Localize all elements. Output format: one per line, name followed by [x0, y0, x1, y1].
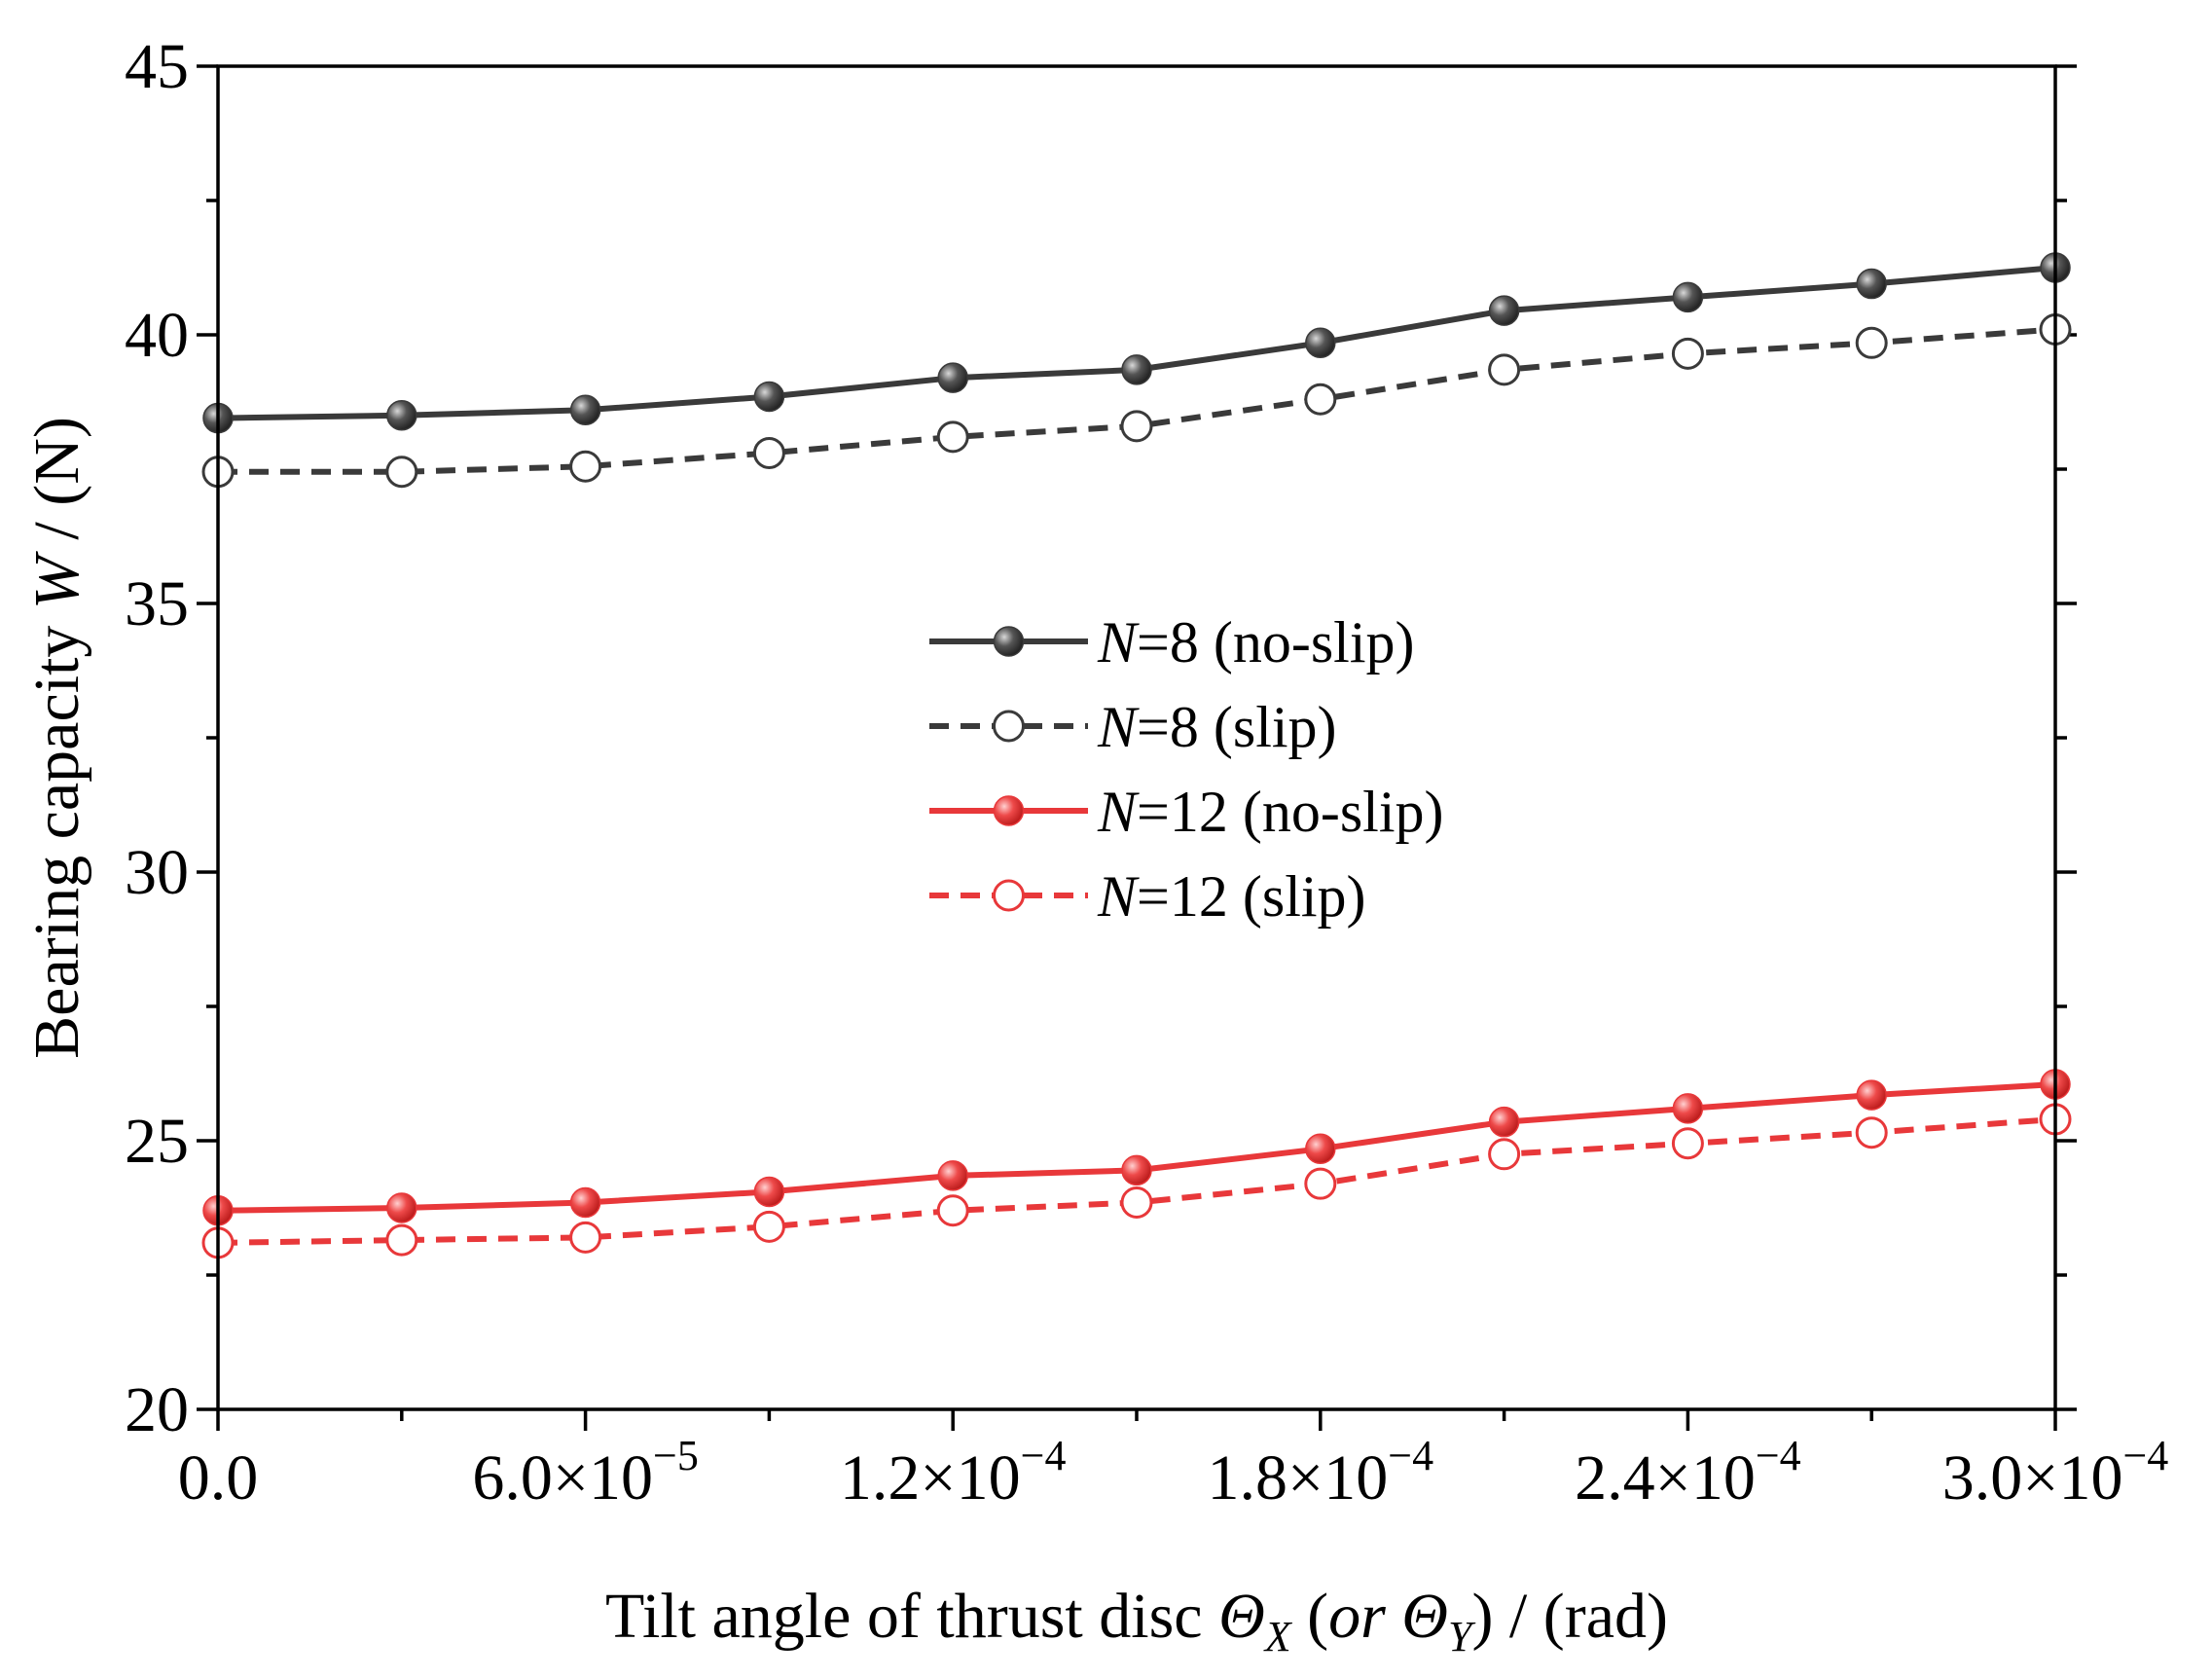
- data-point: [1304, 1167, 1337, 1200]
- y-tick-label: 45: [125, 31, 189, 102]
- y-tick-label: 25: [125, 1106, 189, 1177]
- data-point: [1305, 1133, 1336, 1165]
- data-point: [1671, 337, 1704, 370]
- data-point: [752, 436, 785, 469]
- legend-marker: [993, 710, 1025, 743]
- series-2: [202, 1069, 2071, 1226]
- legend-label: N=8 (slip): [1097, 695, 1337, 759]
- x-tick-label: 0.0: [178, 1442, 259, 1514]
- data-point: [1856, 1079, 1887, 1111]
- data-point: [385, 1223, 418, 1257]
- x-tick-label: 1.8×10−4: [1208, 1432, 1434, 1514]
- data-point: [386, 1192, 417, 1223]
- data-point: [1671, 1127, 1704, 1160]
- series-line: [218, 326, 2056, 475]
- legend-item: N=12 (slip): [929, 864, 1366, 929]
- y-tick-label: 30: [125, 837, 189, 908]
- data-point: [1305, 327, 1336, 359]
- data-point: [1488, 1106, 1520, 1138]
- legend-marker: [993, 626, 1025, 657]
- data-point: [1672, 281, 1704, 313]
- data-point: [752, 1210, 785, 1243]
- legend-item: N=12 (no-slip): [929, 780, 1444, 844]
- data-point: [936, 420, 969, 454]
- y-tick-label: 40: [125, 300, 189, 371]
- data-point: [569, 1221, 602, 1254]
- x-axis-title: Tilt angle of thrust disc ΘX (or ΘY) / (…: [605, 1581, 1668, 1660]
- data-point: [1488, 1138, 1521, 1171]
- y-tick-label: 35: [125, 568, 189, 639]
- data-point: [569, 450, 602, 483]
- data-point: [1120, 1186, 1153, 1219]
- data-point: [1856, 268, 1887, 300]
- data-point: [753, 381, 785, 413]
- plot-frame: [216, 64, 2057, 1411]
- data-point: [569, 1186, 601, 1219]
- x-tick-label: 1.2×10−4: [840, 1432, 1067, 1514]
- data-point: [1488, 295, 1520, 326]
- axis-labels: 20 25 30 35 40 45 0.0 6.0×10−5 1.2×10−4 1.8×10−4 2…: [21, 31, 2168, 1660]
- data-point: [1672, 1093, 1704, 1124]
- series-line: [217, 265, 2056, 421]
- data-point: [1304, 383, 1337, 416]
- data-point: [937, 362, 968, 393]
- y-tick-label: 20: [125, 1374, 189, 1445]
- x-tick-label: 3.0×10−4: [1942, 1432, 2169, 1514]
- data-point: [937, 1160, 968, 1191]
- y-axis-title: Bearing capacity W / (N): [21, 417, 92, 1059]
- data-point: [1120, 410, 1153, 443]
- data-point: [1855, 326, 1888, 359]
- data-point: [385, 456, 418, 489]
- x-tick-label: 6.0×10−5: [472, 1432, 699, 1514]
- legend-marker: [993, 795, 1025, 826]
- x-tick-label: 2.4×10−4: [1575, 1432, 1801, 1514]
- legend-label: N=8 (no-slip): [1097, 610, 1415, 675]
- legend: N=8 (no-slip) N=8 (slip) N=12 (no-slip) N=1…: [929, 610, 1444, 929]
- data-point: [1855, 1116, 1888, 1149]
- data-point: [1488, 353, 1521, 386]
- legend-label: N=12 (no-slip): [1097, 780, 1444, 844]
- data-point: [936, 1194, 969, 1227]
- data-point: [1121, 354, 1152, 385]
- legend-item: N=8 (no-slip): [929, 610, 1415, 675]
- data-point: [1121, 1154, 1152, 1186]
- series-0: [202, 252, 2071, 434]
- legend-label: N=12 (slip): [1097, 864, 1366, 929]
- data-point: [569, 394, 601, 426]
- series-1: [201, 312, 2072, 489]
- legend-marker: [993, 879, 1025, 912]
- data-point: [753, 1176, 785, 1208]
- legend-item: N=8 (slip): [929, 695, 1337, 759]
- data-point: [386, 400, 417, 431]
